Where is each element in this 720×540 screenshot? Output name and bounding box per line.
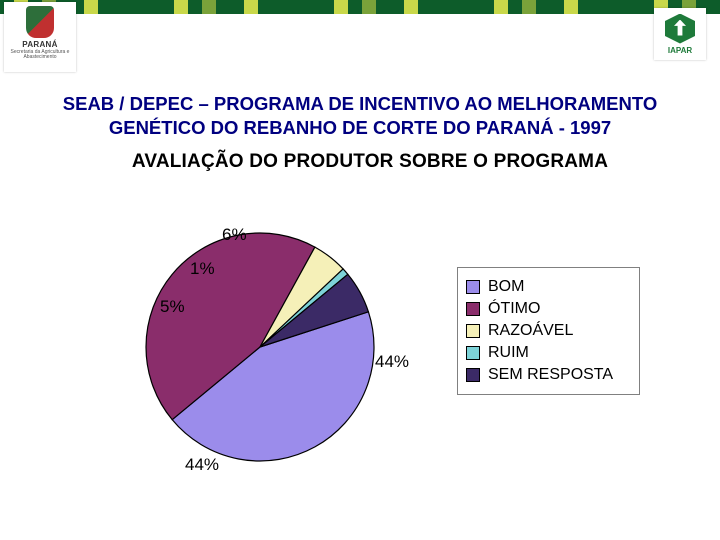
header-stripe-pattern [0, 0, 720, 14]
legend-label: RUIM [488, 344, 529, 362]
page-title: SEAB / DEPEC – PROGRAMA DE INCENTIVO AO … [30, 92, 690, 139]
pct-label-sem-resposta: 6% [222, 225, 247, 245]
legend-label: SEM RESPOSTA [488, 366, 613, 384]
legend-label: BOM [488, 278, 524, 296]
header-bar: PARANÁ Secretaria da Agricultura e Abast… [0, 0, 720, 70]
pct-label-ótimo: 44% [185, 455, 219, 475]
iapar-mark-icon [665, 14, 695, 44]
pct-label-razoável: 5% [160, 297, 185, 317]
chart-title: AVALIAÇÃO DO PRODUTOR SOBRE O PROGRAMA [90, 151, 650, 173]
iapar-logo: IAPAR [654, 8, 706, 60]
legend-swatch-icon [466, 302, 480, 316]
iapar-logo-caption: IAPAR [668, 46, 692, 55]
legend-item-razoável: RAZOÁVEL [466, 322, 631, 340]
parana-logo-subcaption: Secretaria da Agricultura e Abasteciment… [4, 50, 76, 60]
legend-swatch-icon [466, 324, 480, 338]
legend-label: RAZOÁVEL [488, 322, 573, 340]
legend-label: ÓTIMO [488, 300, 540, 318]
legend-item-sem-resposta: SEM RESPOSTA [466, 366, 631, 384]
legend-swatch-icon [466, 346, 480, 360]
legend-item-ruim: RUIM [466, 344, 631, 362]
pct-label-ruim: 1% [190, 259, 215, 279]
legend-item-bom: BOM [466, 278, 631, 296]
pct-label-bom: 44% [375, 352, 409, 372]
legend: BOM ÓTIMO RAZOÁVEL RUIM SEM RESPOSTA [457, 267, 640, 395]
legend-swatch-icon [466, 280, 480, 294]
parana-logo: PARANÁ Secretaria da Agricultura e Abast… [4, 2, 76, 72]
parana-shield-icon [26, 6, 54, 38]
parana-logo-caption: PARANÁ [22, 40, 57, 49]
legend-item-ótimo: ÓTIMO [466, 300, 631, 318]
pie-chart-panel: AVALIAÇÃO DO PRODUTOR SOBRE O PROGRAMA B… [90, 147, 650, 507]
pie-chart [140, 227, 380, 467]
legend-swatch-icon [466, 368, 480, 382]
